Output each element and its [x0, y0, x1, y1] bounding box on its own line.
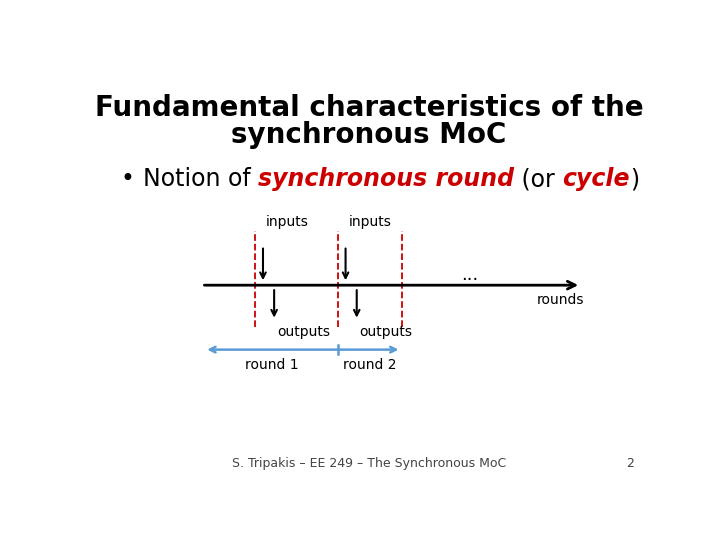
Text: •: •: [121, 167, 135, 191]
Text: round 2: round 2: [343, 358, 397, 372]
Text: rounds: rounds: [536, 293, 584, 307]
Text: ): ): [630, 167, 639, 191]
Text: 2: 2: [626, 457, 634, 470]
Text: round 1: round 1: [245, 358, 298, 372]
Text: S. Tripakis – EE 249 – The Synchronous MoC: S. Tripakis – EE 249 – The Synchronous M…: [232, 457, 506, 470]
Text: outputs: outputs: [277, 325, 330, 339]
Text: inputs: inputs: [266, 215, 309, 229]
Text: synchronous round: synchronous round: [258, 167, 514, 191]
Text: Notion of: Notion of: [143, 167, 258, 191]
Text: outputs: outputs: [359, 325, 413, 339]
Text: inputs: inputs: [348, 215, 391, 229]
Text: (or: (or: [514, 167, 562, 191]
Text: Fundamental characteristics of the: Fundamental characteristics of the: [95, 94, 643, 123]
Text: ...: ...: [461, 266, 478, 284]
Text: cycle: cycle: [562, 167, 630, 191]
Text: synchronous MoC: synchronous MoC: [231, 122, 507, 150]
